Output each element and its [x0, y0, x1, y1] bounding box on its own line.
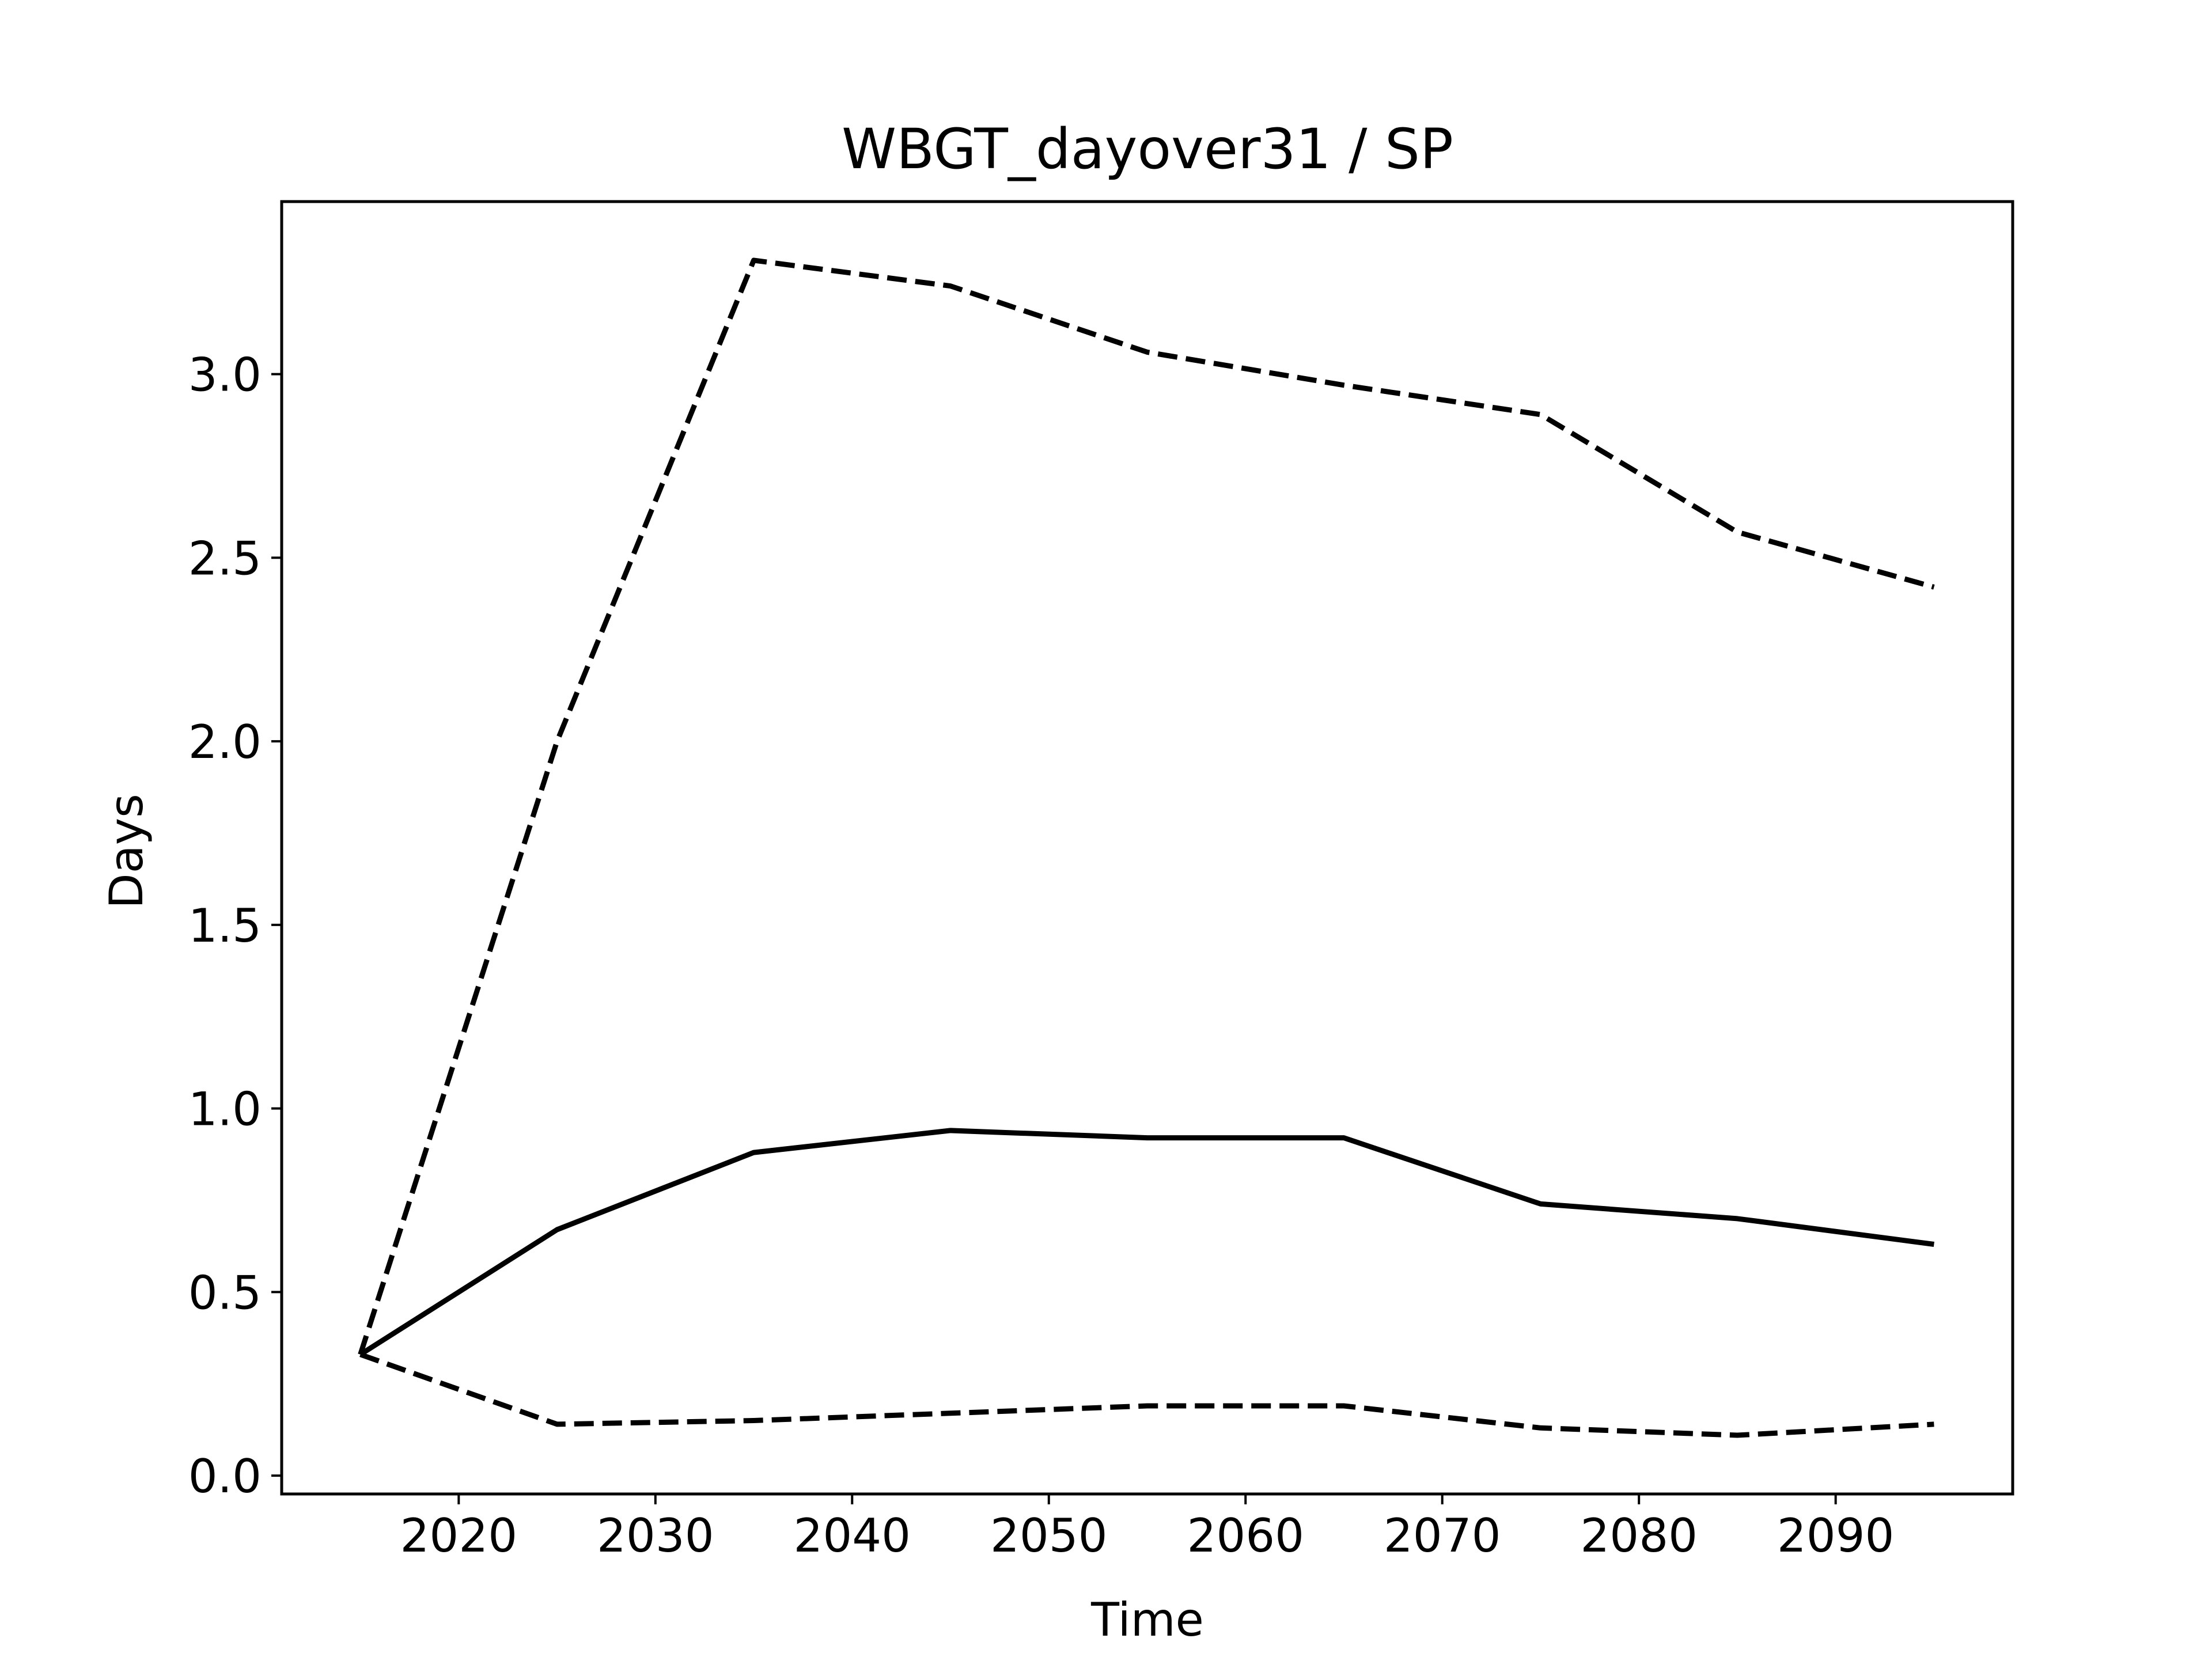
x-tick-label-2070: 2070: [1384, 1509, 1501, 1563]
x-tick-label-2090: 2090: [1777, 1509, 1895, 1563]
series-line-3-dashed: [359, 1352, 1934, 1438]
y-tick-label-1.0: 1.0: [188, 1083, 262, 1136]
series-line-1-solid: [359, 1128, 1934, 1357]
x-tick-label-2020: 2020: [400, 1509, 518, 1563]
y-tick-label-0.0: 0.0: [188, 1450, 262, 1503]
x-axis-label: Time: [1090, 1593, 1204, 1647]
y-tick-label-2.5: 2.5: [188, 532, 262, 585]
x-tick-label-2050: 2050: [990, 1509, 1108, 1563]
x-tick-label-2060: 2060: [1187, 1509, 1304, 1563]
series-line-2-dashed: [358, 257, 1935, 1356]
plot-frame: [280, 200, 2014, 1496]
y-tick-label-2.0: 2.0: [188, 715, 262, 769]
x-tick-label-2040: 2040: [793, 1509, 911, 1563]
chart-title: WBGT_dayover31 / SP: [842, 117, 1453, 181]
x-tick-label-2080: 2080: [1580, 1509, 1698, 1563]
y-tick-label-0.5: 0.5: [188, 1266, 262, 1319]
y-tick-label-3.0: 3.0: [188, 348, 262, 402]
plot-area: [271, 257, 1935, 1504]
x-tick-label-2030: 2030: [597, 1509, 714, 1563]
y-axis-label: Days: [100, 794, 153, 909]
y-tick-label-1.5: 1.5: [188, 899, 262, 953]
